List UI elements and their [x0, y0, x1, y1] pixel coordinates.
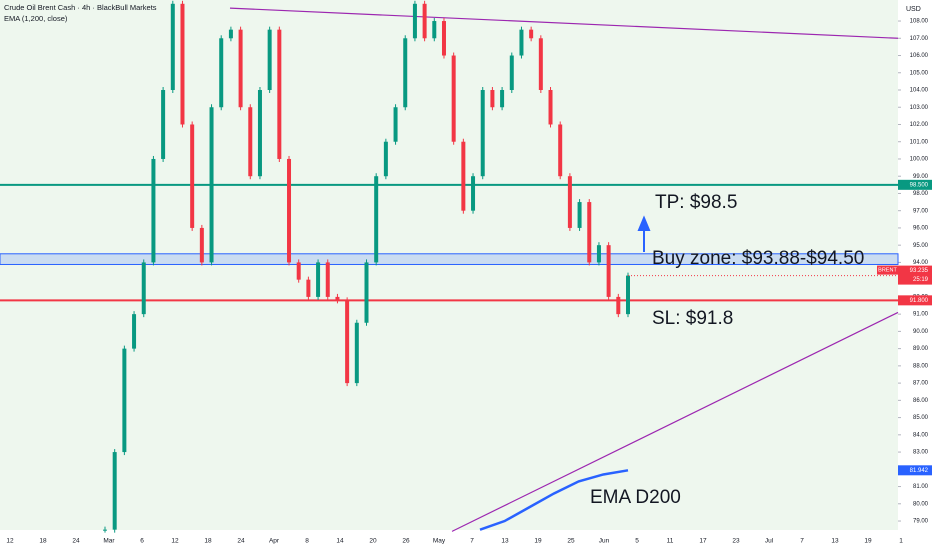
x-tick-label: 19: [534, 538, 542, 545]
y-tick-label: 86.00: [913, 398, 929, 404]
level-tag: [898, 179, 932, 190]
y-tick-label: 88.00: [913, 363, 929, 369]
up-arrow: [637, 215, 651, 252]
ema-label: 81.942: [910, 468, 929, 474]
y-tick-label: 87.00: [913, 381, 929, 387]
x-tick-label: 18: [204, 538, 212, 545]
time-axis-panel: [0, 530, 898, 550]
y-tick-label: 94.00: [913, 260, 929, 266]
x-tick-label: 25: [567, 538, 575, 545]
y-tick-label: 96.00: [913, 226, 929, 232]
x-tick-label: 26: [402, 538, 410, 545]
y-tick-label: 91.00: [913, 312, 929, 318]
x-tick-label: 12: [6, 538, 14, 545]
last-price-tag: [898, 265, 932, 285]
y-tick-label: 98.00: [913, 191, 929, 197]
buy-zone: [0, 253, 899, 265]
chart-title: Crude Oil Brent Cash · 4h · BlackBull Ma…: [4, 3, 157, 12]
symbol-label: BRENT: [878, 268, 897, 274]
x-tick-label: Apr: [269, 538, 280, 545]
y-tick-label: 99.00: [913, 174, 929, 180]
sl-annotation: SL: $91.8: [652, 308, 733, 329]
x-tick-label: 8: [305, 538, 309, 545]
y-tick-label: 95.00: [913, 243, 929, 249]
plot-background: [0, 0, 898, 530]
y-tick-label: 101.00: [910, 139, 929, 145]
x-tick-label: 14: [336, 538, 344, 545]
level-label: 98.500: [910, 182, 929, 188]
x-tick-label: May: [433, 538, 446, 545]
y-tick-label: 97.00: [913, 208, 929, 214]
y-tick-label: 103.00: [910, 105, 929, 111]
trendline: [451, 311, 899, 532]
x-tick-label: 18: [39, 538, 47, 545]
y-tick-label: 84.00: [913, 432, 929, 438]
currency-label: USD: [906, 6, 921, 13]
countdown-label: 25:19: [913, 277, 929, 283]
y-tick-label: 108.00: [910, 19, 929, 25]
x-tick-label: 24: [72, 538, 80, 545]
x-tick-label: Jul: [765, 538, 774, 545]
indicator-label: EMA (1,200, close): [4, 14, 68, 23]
x-tick-label: 7: [800, 538, 804, 545]
x-tick-label: 19: [864, 538, 872, 545]
x-tick-label: 24: [237, 538, 245, 545]
y-tick-label: 100.00: [910, 157, 929, 163]
symbol-tag: [877, 265, 898, 275]
x-tick-label: 20: [369, 538, 377, 545]
ema-line: [479, 469, 629, 531]
y-tick-label: 104.00: [910, 88, 929, 94]
y-tick-label: 89.00: [913, 346, 929, 352]
ema-tag: [898, 465, 932, 476]
y-tick-label: 85.00: [913, 415, 929, 421]
x-tick-label: Mar: [103, 538, 115, 545]
y-tick-label: 105.00: [910, 70, 929, 76]
tp-annotation: TP: $98.5: [655, 192, 737, 213]
x-tick-label: 7: [470, 538, 474, 545]
x-tick-label: 13: [501, 538, 509, 545]
trendline: [229, 7, 899, 39]
level-tag: [898, 295, 932, 306]
x-tick-label: 17: [699, 538, 707, 545]
x-tick-label: 5: [635, 538, 639, 545]
x-tick-label: 1: [899, 538, 903, 545]
x-tick-label: 23: [732, 538, 740, 545]
x-tick-label: Jun: [599, 538, 610, 545]
y-tick-label: 81.00: [913, 484, 929, 490]
x-tick-label: 13: [831, 538, 839, 545]
y-tick-label: 90.00: [913, 329, 929, 335]
y-tick-label: 106.00: [910, 53, 929, 59]
y-tick-label: 102.00: [910, 122, 929, 128]
x-tick-label: 11: [667, 538, 674, 545]
buy-zone-annotation: Buy zone: $93.88-$94.50: [652, 248, 864, 269]
x-tick-label: 12: [171, 538, 179, 545]
y-tick-label: 107.00: [910, 36, 929, 42]
ema-annotation: EMA D200: [590, 487, 681, 508]
last-price-label: 93.235: [910, 268, 929, 274]
level-label: 91.800: [910, 298, 929, 304]
y-tick-label: 80.00: [913, 501, 929, 507]
x-tick-label: 6: [140, 538, 144, 545]
y-tick-label: 79.00: [913, 519, 929, 525]
y-tick-label: 83.00: [913, 450, 929, 456]
